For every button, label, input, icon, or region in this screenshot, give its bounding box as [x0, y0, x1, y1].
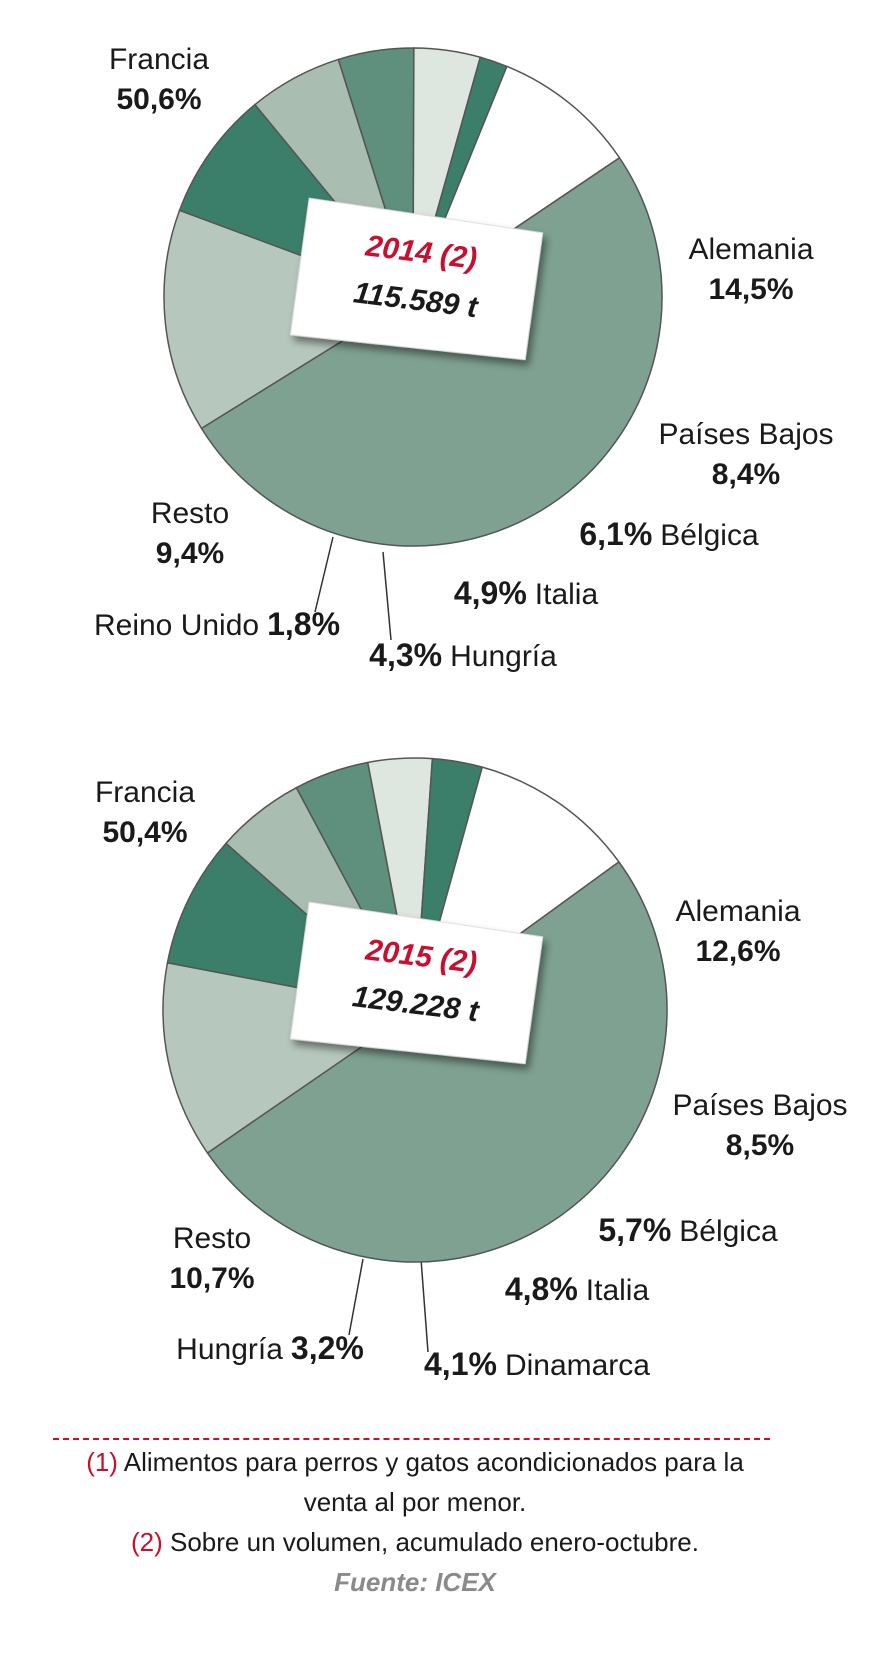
slice-name: Países Bajos: [658, 418, 833, 451]
footnote-text: Alimentos para perros y gatos acondicion…: [123, 1447, 744, 1517]
slice-name: Alemania: [675, 895, 800, 928]
footnote-text: Sobre un volumen, acumulado enero-octubr…: [170, 1527, 699, 1557]
slice-label: 4,8% Italia: [505, 1271, 650, 1307]
slice-value: 4,8%: [505, 1271, 578, 1307]
slice-value: 9,4%: [156, 537, 224, 570]
divider: [53, 1438, 770, 1440]
slice-name: Hungría: [450, 640, 557, 673]
slice-value: 4,1%: [424, 1346, 497, 1382]
slice-value: 50,6%: [116, 83, 201, 116]
center-card: 2014 (2)115.589 t: [289, 197, 544, 361]
leader-line: [314, 536, 334, 613]
slice-label: Reino Unido 1,8%: [94, 606, 340, 642]
leader-line: [348, 1258, 364, 1336]
footnote-marker: (1): [86, 1447, 118, 1477]
slice-name: Alemania: [688, 233, 813, 266]
slice-value: 3,2%: [291, 1330, 364, 1366]
slice-value: 4,3%: [369, 637, 442, 673]
leader-line: [420, 1258, 429, 1353]
slice-name: Francia: [109, 43, 209, 76]
footnote: (2) Sobre un volumen, acumulado enero-oc…: [60, 1522, 770, 1562]
center-card: 2015 (2)129.228 t: [289, 901, 544, 1065]
pie-slice: [200, 156, 663, 547]
slice-name: Bélgica: [679, 1215, 778, 1248]
slice-value: 1,8%: [267, 606, 340, 642]
pie-slice: [163, 209, 415, 430]
footnotes: (1) Alimentos para perros y gatos acondi…: [60, 1442, 770, 1602]
slice-name: Dinamarca: [505, 1349, 650, 1382]
slice-value: 4,9%: [454, 575, 527, 611]
slice-value: 10,7%: [169, 1262, 254, 1295]
slice-value: 8,4%: [712, 458, 780, 491]
slice-value: 5,7%: [598, 1212, 671, 1248]
slice-label: 4,3% Hungría: [369, 637, 557, 673]
slice-value: 50,4%: [102, 816, 187, 849]
source: Fuente: ICEX: [334, 1567, 496, 1597]
slice-value: 8,5%: [726, 1129, 794, 1162]
pie-slice: [206, 860, 668, 1263]
slice-label: 6,1% Bélgica: [579, 516, 759, 552]
slice-value: 14,5%: [708, 273, 793, 306]
slice-label: Hungría 3,2%: [176, 1330, 364, 1366]
slice-label: 4,1% Dinamarca: [424, 1346, 650, 1382]
card-shape: [289, 901, 544, 1065]
slice-name: Francia: [95, 776, 195, 809]
slice-label: 5,7% Bélgica: [598, 1212, 778, 1248]
slice-name: Bélgica: [660, 519, 759, 552]
footnote-marker: (2): [130, 1527, 163, 1557]
slice-name: Italia: [535, 578, 599, 611]
slice-label: 4,9% Italia: [454, 575, 599, 611]
slice-value: 6,1%: [579, 516, 652, 552]
leader-line: [382, 551, 392, 641]
footnote: (1) Alimentos para perros y gatos acondi…: [60, 1442, 770, 1522]
card-shape: [289, 197, 544, 361]
slice-value: 12,6%: [695, 935, 780, 968]
slice-name: Resto: [173, 1222, 251, 1255]
slice-name: Reino Unido: [94, 609, 259, 642]
slice-name: Países Bajos: [672, 1089, 847, 1122]
slice-name: Resto: [151, 497, 229, 530]
slice-name: Italia: [586, 1274, 650, 1307]
slice-name: Hungría: [176, 1333, 283, 1366]
